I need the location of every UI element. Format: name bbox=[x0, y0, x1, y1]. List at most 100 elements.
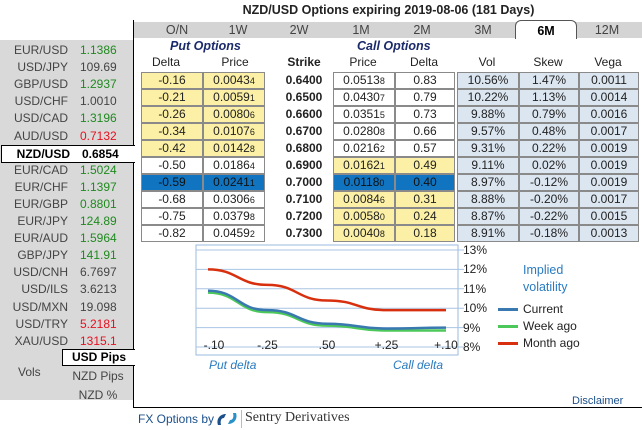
vega-cell[interactable]: 0.0019 bbox=[579, 140, 639, 157]
vega-cell[interactable]: 0.0017 bbox=[579, 123, 639, 140]
put-delta-cell[interactable]: -0.82 bbox=[141, 225, 203, 242]
tab-2w[interactable]: 2W bbox=[289, 23, 309, 37]
call-delta-cell[interactable]: 0.18 bbox=[395, 225, 455, 242]
vol-cell[interactable]: 9.88% bbox=[457, 106, 519, 123]
currency-pair-eur-aud[interactable]: EUR/AUD 1.5964 bbox=[0, 230, 133, 247]
vol-cell[interactable]: 9.31% bbox=[457, 140, 519, 157]
vol-cell[interactable]: 8.91% bbox=[457, 225, 519, 242]
put-delta-cell[interactable]: -0.16 bbox=[141, 72, 203, 89]
call-delta-cell[interactable]: 0.83 bbox=[395, 72, 455, 89]
currency-pair-eur-cad[interactable]: EUR/CAD 1.5024 bbox=[0, 162, 133, 179]
call-delta-cell[interactable]: 0.40 bbox=[395, 174, 455, 191]
put-delta-cell[interactable]: -0.26 bbox=[141, 106, 203, 123]
call-price-cell[interactable]: 0.00846 bbox=[333, 191, 395, 208]
skew-cell[interactable]: 0.48% bbox=[519, 123, 579, 140]
unit-option-nzd-pips[interactable]: NZD Pips bbox=[72, 369, 124, 383]
call-price-cell[interactable]: 0.00408 bbox=[333, 225, 395, 242]
put-price-cell[interactable]: 0.01428 bbox=[203, 140, 265, 157]
put-price-cell[interactable]: 0.01864 bbox=[203, 157, 265, 174]
vol-cell[interactable]: 10.56% bbox=[457, 72, 519, 89]
put-price-cell[interactable]: 0.01076 bbox=[203, 123, 265, 140]
call-price-cell[interactable]: 0.04307 bbox=[333, 89, 395, 106]
skew-cell[interactable]: -0.22% bbox=[519, 208, 579, 225]
tab-1w[interactable]: 1W bbox=[228, 23, 248, 37]
put-delta-cell[interactable]: -0.21 bbox=[141, 89, 203, 106]
put-price-cell[interactable]: 0.02411 bbox=[203, 174, 265, 191]
put-delta-cell[interactable]: -0.42 bbox=[141, 140, 203, 157]
disclaimer-link[interactable]: Disclaimer bbox=[572, 395, 624, 407]
vol-cell[interactable]: 10.22% bbox=[457, 89, 519, 106]
currency-pair-usd-jpy[interactable]: USD/JPY 109.69 bbox=[0, 59, 133, 76]
call-delta-cell[interactable]: 0.31 bbox=[395, 191, 455, 208]
put-price-cell[interactable]: 0.00806 bbox=[203, 106, 265, 123]
put-price-cell[interactable]: 0.03798 bbox=[203, 208, 265, 225]
put-price-cell[interactable]: 0.03066 bbox=[203, 191, 265, 208]
put-delta-cell[interactable]: -0.59 bbox=[141, 174, 203, 191]
tab-6m[interactable]: 6M bbox=[515, 20, 577, 39]
vega-cell[interactable]: 0.0013 bbox=[579, 225, 639, 242]
vega-cell[interactable]: 0.0011 bbox=[579, 72, 639, 89]
vega-cell[interactable]: 0.0019 bbox=[579, 174, 639, 191]
tab-on[interactable]: O/N bbox=[165, 23, 189, 37]
call-delta-cell[interactable]: 0.49 bbox=[395, 157, 455, 174]
currency-pair-gbp-jpy[interactable]: GBP/JPY 141.91 bbox=[0, 247, 133, 264]
vega-cell[interactable]: 0.0015 bbox=[579, 208, 639, 225]
currency-pair-eur-chf[interactable]: EUR/CHF 1.1397 bbox=[0, 179, 133, 196]
tab-1m[interactable]: 1M bbox=[352, 23, 370, 37]
vega-cell[interactable]: 0.0019 bbox=[579, 157, 639, 174]
currency-pair-eur-jpy[interactable]: EUR/JPY 124.89 bbox=[0, 213, 133, 230]
put-price-cell[interactable]: 0.00434 bbox=[203, 72, 265, 89]
call-delta-cell[interactable]: 0.79 bbox=[395, 89, 455, 106]
call-price-cell[interactable]: 0.02808 bbox=[333, 123, 395, 140]
skew-cell[interactable]: 0.22% bbox=[519, 140, 579, 157]
currency-pair-eur-usd[interactable]: EUR/USD 1.1386 bbox=[0, 42, 133, 59]
call-price-cell[interactable]: 0.00580 bbox=[333, 208, 395, 225]
currency-pair-nzd-usd[interactable]: NZD/USD 0.6854 bbox=[1, 144, 135, 163]
call-price-cell[interactable]: 0.02162 bbox=[333, 140, 395, 157]
vega-cell[interactable]: 0.0014 bbox=[579, 89, 639, 106]
currency-pair-usd-cad[interactable]: USD/CAD 1.3196 bbox=[0, 110, 133, 127]
tab-12m[interactable]: 12M bbox=[594, 23, 620, 37]
currency-pair-xau-usd[interactable]: XAU/USD 1315.1 bbox=[0, 333, 133, 350]
skew-cell[interactable]: 1.47% bbox=[519, 72, 579, 89]
vol-cell[interactable]: 9.57% bbox=[457, 123, 519, 140]
currency-pair-usd-chf[interactable]: USD/CHF 1.0010 bbox=[0, 93, 133, 110]
currency-pair-usd-mxn[interactable]: USD/MXN 19.098 bbox=[0, 299, 133, 316]
skew-cell[interactable]: 0.02% bbox=[519, 157, 579, 174]
call-price-cell[interactable]: 0.01180 bbox=[333, 174, 395, 191]
tab-3m[interactable]: 3M bbox=[474, 23, 492, 37]
currency-pair-gbp-usd[interactable]: GBP/USD 1.2937 bbox=[0, 76, 133, 93]
call-delta-cell[interactable]: 0.24 bbox=[395, 208, 455, 225]
skew-cell[interactable]: -0.20% bbox=[519, 191, 579, 208]
vega-cell[interactable]: 0.0017 bbox=[579, 191, 639, 208]
vega-cell[interactable]: 0.0016 bbox=[579, 106, 639, 123]
skew-cell[interactable]: -0.18% bbox=[519, 225, 579, 242]
put-delta-cell[interactable]: -0.68 bbox=[141, 191, 203, 208]
currency-pair-usd-ils[interactable]: USD/ILS 3.6213 bbox=[0, 281, 133, 298]
call-delta-cell[interactable]: 0.57 bbox=[395, 140, 455, 157]
put-delta-cell[interactable]: -0.34 bbox=[141, 123, 203, 140]
skew-cell[interactable]: 1.13% bbox=[519, 89, 579, 106]
call-price-cell[interactable]: 0.03515 bbox=[333, 106, 395, 123]
call-price-cell[interactable]: 0.05138 bbox=[333, 72, 395, 89]
call-delta-cell[interactable]: 0.66 bbox=[395, 123, 455, 140]
put-delta-cell[interactable]: -0.75 bbox=[141, 208, 203, 225]
tab-2m[interactable]: 2M bbox=[413, 23, 431, 37]
currency-pair-usd-try[interactable]: USD/TRY 5.2181 bbox=[0, 316, 133, 333]
currency-pair-eur-gbp[interactable]: EUR/GBP 0.8801 bbox=[0, 196, 133, 213]
vol-cell[interactable]: 8.88% bbox=[457, 191, 519, 208]
vol-cell[interactable]: 8.97% bbox=[457, 174, 519, 191]
skew-cell[interactable]: 0.79% bbox=[519, 106, 579, 123]
currency-pair-usd-cnh[interactable]: USD/CNH 6.7697 bbox=[0, 264, 133, 281]
call-price-cell[interactable]: 0.01621 bbox=[333, 157, 395, 174]
vol-cell[interactable]: 8.87% bbox=[457, 208, 519, 225]
skew-cell[interactable]: -0.12% bbox=[519, 174, 579, 191]
put-price-cell[interactable]: 0.00591 bbox=[203, 89, 265, 106]
vol-cell[interactable]: 9.11% bbox=[457, 157, 519, 174]
put-delta-cell[interactable]: -0.50 bbox=[141, 157, 203, 174]
currency-pair-aud-usd[interactable]: AUD/USD 0.7132 bbox=[0, 128, 133, 145]
unit-option-nzd[interactable]: NZD % bbox=[78, 388, 118, 402]
unit-option-usd-pips[interactable]: USD Pips bbox=[62, 349, 135, 366]
call-delta-cell[interactable]: 0.73 bbox=[395, 106, 455, 123]
put-price-cell[interactable]: 0.04592 bbox=[203, 225, 265, 242]
